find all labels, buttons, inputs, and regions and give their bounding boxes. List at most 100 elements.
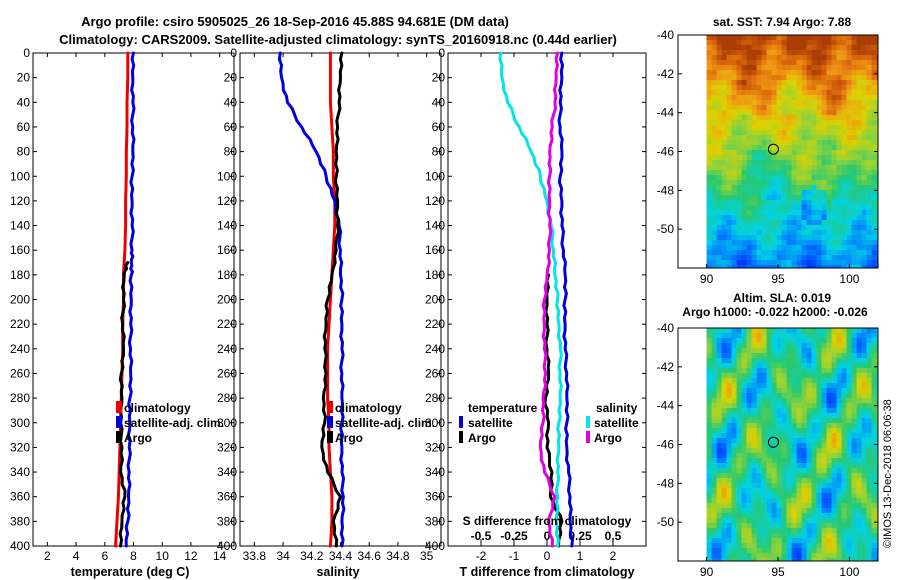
- heatmap-cell: [816, 493, 822, 499]
- heatmap-cell: [866, 538, 872, 544]
- heatmap-cell: [796, 548, 802, 554]
- heatmap-cell: [831, 35, 837, 41]
- heatmap-cell: [721, 170, 727, 176]
- heatmap-cell: [741, 368, 747, 374]
- heatmap-cell: [851, 368, 857, 374]
- heatmap-cell: [771, 413, 777, 419]
- heatmap-cell: [741, 403, 747, 409]
- heatmap-cell: [776, 408, 782, 414]
- y-tick-label: 280: [10, 391, 30, 405]
- heatmap-cell: [746, 353, 752, 359]
- heatmap-cell: [806, 383, 812, 389]
- heatmap-cell: [806, 478, 812, 484]
- heatmap-cell: [876, 523, 878, 529]
- heatmap-cell: [851, 50, 857, 56]
- heatmap-cell: [786, 95, 792, 101]
- heatmap-cell: [856, 398, 862, 404]
- heatmap-cell: [806, 50, 812, 56]
- heatmap-cell: [776, 378, 782, 384]
- heatmap-cell: [786, 130, 792, 136]
- heatmap-cell: [796, 508, 802, 514]
- heatmap-cell: [751, 170, 757, 176]
- heatmap-cell: [781, 533, 787, 539]
- y-tick-label: 260: [425, 366, 445, 380]
- heatmap-cell: [856, 100, 862, 106]
- heatmap-cell: [721, 523, 727, 529]
- heatmap-cell: [781, 240, 787, 246]
- heatmap-cell: [726, 398, 732, 404]
- heatmap-cell: [731, 358, 737, 364]
- heatmap-cell: [771, 558, 777, 561]
- heatmap-cell: [741, 175, 747, 181]
- heatmap-cell: [861, 433, 867, 439]
- heatmap-cell: [751, 373, 757, 379]
- heatmap-cell: [831, 328, 837, 334]
- heatmap-cell: [831, 245, 837, 251]
- heatmap-cell: [791, 140, 797, 146]
- heatmap-cell: [736, 343, 742, 349]
- heatmap-cell: [706, 190, 712, 196]
- heatmap-cell: [871, 468, 877, 474]
- heatmap-cell: [761, 185, 767, 191]
- heatmap-cell: [806, 468, 812, 474]
- heatmap-cell: [736, 553, 742, 559]
- heatmap-cell: [786, 175, 792, 181]
- heatmap-cell: [781, 120, 787, 126]
- heatmap-cell: [721, 40, 727, 46]
- heatmap-cell: [871, 260, 877, 266]
- heatmap-cell: [861, 423, 867, 429]
- heatmap-cell: [846, 378, 852, 384]
- heatmap-cell: [771, 548, 777, 554]
- heatmap-cell: [711, 250, 717, 256]
- heatmap-cell: [816, 220, 822, 226]
- heatmap-cell: [851, 75, 857, 81]
- heatmap-cell: [826, 250, 832, 256]
- heatmap-cell: [846, 538, 852, 544]
- heatmap-cell: [781, 368, 787, 374]
- heatmap-cell: [716, 388, 722, 394]
- heatmap-cell: [716, 35, 722, 41]
- heatmap-cell: [796, 65, 802, 71]
- y-tick-label: 80: [432, 145, 446, 159]
- heatmap-cell: [876, 478, 878, 484]
- argo-position-marker: [767, 143, 779, 155]
- heatmap-cell: [846, 473, 852, 479]
- heatmap-cell: [711, 338, 717, 344]
- heatmap-cell: [826, 105, 832, 111]
- heatmap-cell: [806, 508, 812, 514]
- heatmap-cell: [876, 503, 878, 509]
- heatmap-cell: [841, 368, 847, 374]
- heatmap-cell: [821, 483, 827, 489]
- heatmap-cell: [751, 230, 757, 236]
- heatmap-cell: [751, 438, 757, 444]
- heatmap-cell: [841, 488, 847, 494]
- heatmap-cell: [821, 408, 827, 414]
- heatmap-cell: [726, 393, 732, 399]
- heatmap-cell: [751, 55, 757, 61]
- heatmap-cell: [811, 398, 817, 404]
- heatmap-cell: [876, 195, 878, 201]
- heatmap-cell: [781, 513, 787, 519]
- heatmap-cell: [766, 135, 772, 141]
- heatmap-cell: [711, 418, 717, 424]
- heatmap-cell: [871, 513, 877, 519]
- heatmap-cell: [851, 398, 857, 404]
- heatmap-cell: [781, 343, 787, 349]
- heatmap-cell: [766, 528, 772, 534]
- heatmap-cell: [731, 235, 737, 241]
- heatmap-cell: [736, 260, 742, 266]
- heatmap-cell: [721, 265, 727, 268]
- heatmap-cell: [746, 448, 752, 454]
- heatmap-cell: [721, 333, 727, 339]
- heatmap-cell: [731, 433, 737, 439]
- heatmap-cell: [851, 200, 857, 206]
- heatmap-cell: [841, 478, 847, 484]
- heatmap-cell: [821, 343, 827, 349]
- heatmap-cell: [831, 413, 837, 419]
- heatmap-cell: [756, 85, 762, 91]
- heatmap-cell: [781, 245, 787, 251]
- heatmap-cell: [706, 328, 712, 334]
- heatmap-cell: [806, 473, 812, 479]
- heatmap-cell: [766, 75, 772, 81]
- heatmap-cell: [821, 418, 827, 424]
